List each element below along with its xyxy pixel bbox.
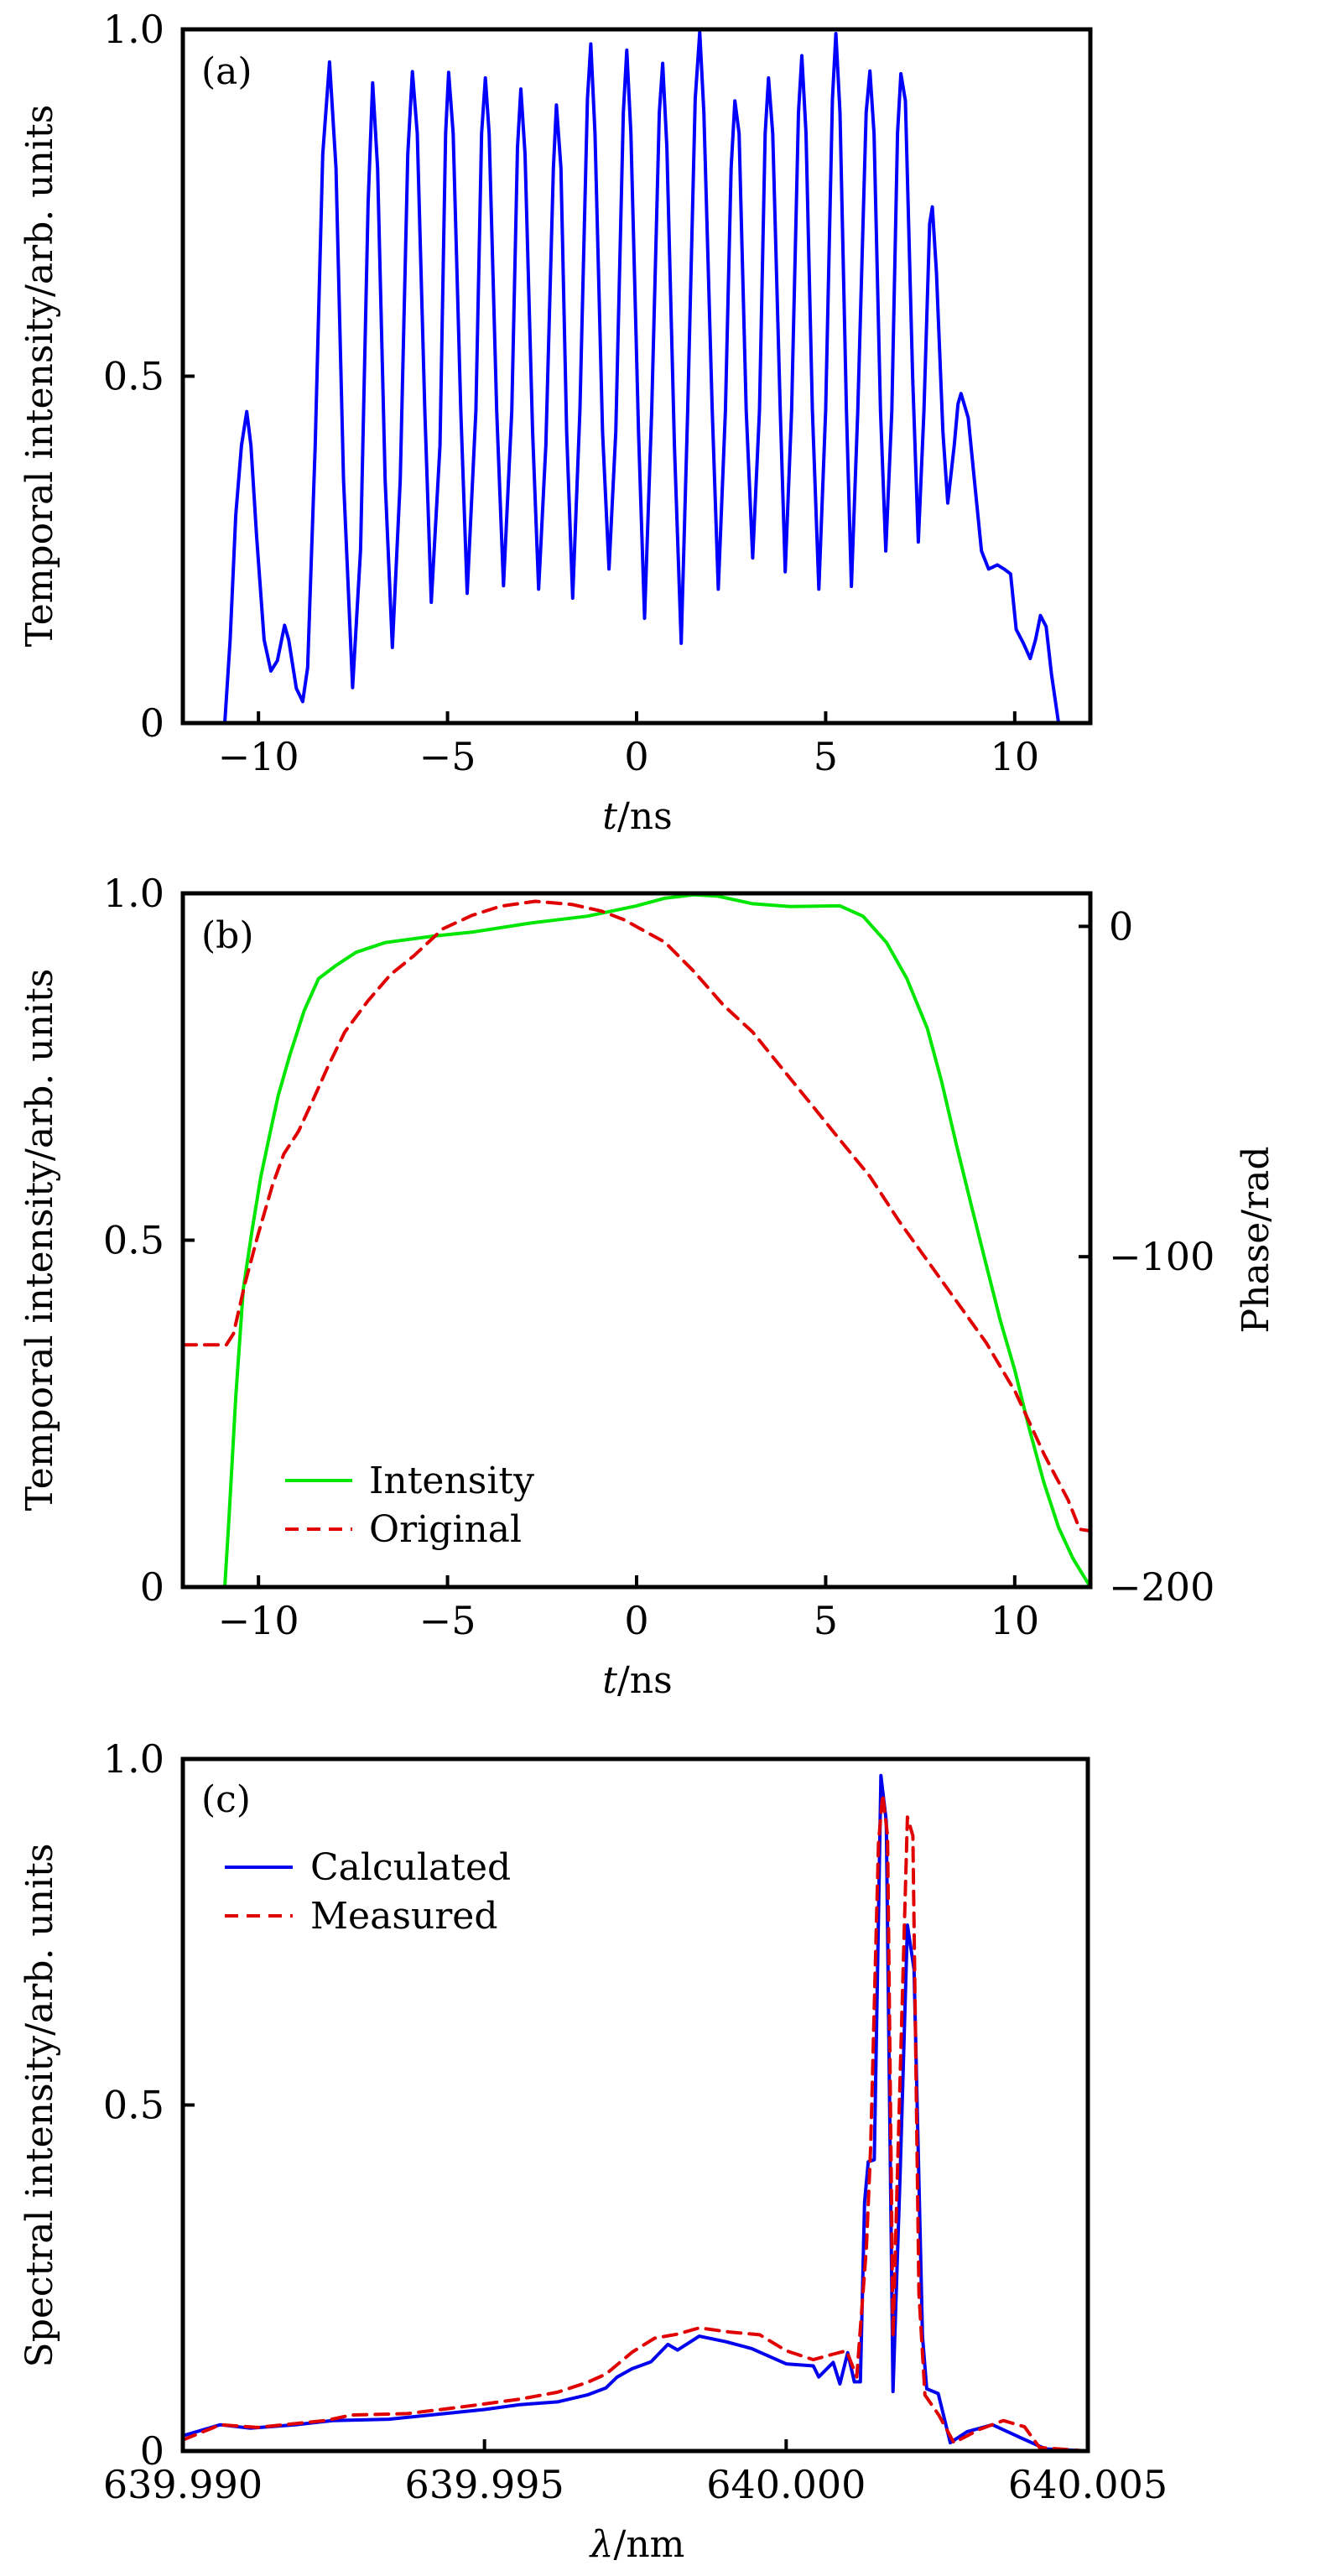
panel-a-label: (a) — [201, 50, 252, 93]
panel-a-y-axis-label: Temporal intensity/arb. units — [18, 105, 61, 648]
panel-c-label: (c) — [201, 1778, 251, 1821]
legend-intensity-label: Intensity — [369, 1460, 534, 1502]
panel-c-y-tick-label: 0.5 — [103, 2083, 164, 2128]
panel-b-ticks: −10 −5 0 5 10 0 0.5 1.0 0 −100 −200 — [103, 871, 1215, 1643]
panel-b-x-tick-label: −5 — [419, 1598, 476, 1643]
panel-a-x-axis-label-unit: /ns — [617, 795, 673, 838]
panel-c-x-axis-label-var: λ — [589, 2523, 614, 2566]
panel-b-x-tick-label: 10 — [991, 1598, 1040, 1643]
panel-c-y-tick-label: 1.0 — [103, 1736, 164, 1782]
panel-b-label: (b) — [201, 914, 254, 957]
legend-measured-label: Measured — [310, 1895, 497, 1938]
panel-a-series-layer — [181, 30, 1092, 725]
panel-c-x-tick-label: 640.000 — [706, 2462, 866, 2507]
panel-b-x-axis-label-var: t — [602, 1659, 617, 1702]
panel-c-legend: Calculated Measured — [225, 1846, 511, 1938]
panel-c-x-axis-label: λ/nm — [589, 2523, 685, 2566]
panel-b: −10 −5 0 5 10 0 0.5 1.0 0 −100 −200 (b) Temporal i… — [18, 871, 1277, 1702]
panel-a-y-tick-label: 0.5 — [103, 354, 164, 399]
panel-b-y-tick-label: 0 — [140, 1564, 164, 1610]
panel-b-y-tick-label: 1.0 — [103, 871, 164, 916]
panel-b-x-tick-label: 0 — [624, 1598, 648, 1643]
panel-c-y-axis-label: Spectral intensity/arb. units — [18, 1844, 61, 2368]
panel-b-series-intensity — [181, 892, 1092, 1589]
panel-c-series-measured — [181, 1793, 1090, 2453]
panel-b-x-axis-label-unit: /ns — [617, 1659, 673, 1702]
panel-c-x-axis-label-unit: /nm — [614, 2523, 685, 2566]
panel-c-ticks: 639.990 639.995 640.000 640.005 0 0.5 1.0 — [103, 1736, 1168, 2507]
panel-b-y2-tick-label: −100 — [1109, 1234, 1214, 1279]
panel-c-x-tick-label: 640.005 — [1008, 2462, 1168, 2507]
legend-calculated-label: Calculated — [310, 1846, 511, 1889]
panel-a-series-temporal-intensity — [181, 30, 1092, 725]
panel-a-x-tick-label: 5 — [814, 734, 838, 779]
panel-b-x-tick-label: 5 — [814, 1598, 838, 1643]
panel-b-x-tick-label: −10 — [218, 1598, 299, 1643]
panel-c-y-tick-label: 0 — [140, 2428, 164, 2474]
panel-a-y-tick-label: 0 — [140, 700, 164, 746]
panel-a-ticks: −10 −5 0 5 10 0 0.5 1.0 — [103, 7, 1039, 779]
panel-a-x-tick-label: 0 — [624, 734, 648, 779]
panel-a-y-tick-label: 1.0 — [103, 7, 164, 52]
panel-b-legend: Intensity Original — [285, 1460, 534, 1551]
panel-b-series-original — [181, 899, 1092, 1533]
panel-b-y-axis-label: Temporal intensity/arb. units — [18, 969, 61, 1512]
panel-b-series-layer — [181, 892, 1092, 1589]
legend-original-label: Original — [369, 1508, 522, 1551]
panel-b-x-axis-label: t/ns — [602, 1659, 672, 1702]
panel-c-x-tick-label: 639.995 — [405, 2462, 564, 2507]
panel-a-x-tick-label: 10 — [991, 734, 1040, 779]
panel-b-y2-axis-label: Phase/rad — [1235, 1146, 1277, 1333]
panel-c-series-layer — [181, 1773, 1090, 2453]
panel-a-x-axis-label: t/ns — [602, 795, 672, 838]
panel-a-x-tick-label: −10 — [218, 734, 299, 779]
panel-c-x-tick-label: 639.990 — [103, 2462, 263, 2507]
panel-b-y-tick-label: 0.5 — [103, 1218, 164, 1263]
panel-a: −10 −5 0 5 10 0 0.5 1.0 (a) Temporal intensity/… — [18, 7, 1093, 838]
panel-b-y2-tick-label: 0 — [1109, 903, 1133, 949]
panel-b-y2-tick-label: −200 — [1109, 1564, 1214, 1610]
panel-a-x-axis-label-var: t — [602, 795, 617, 838]
panel-a-x-tick-label: −5 — [419, 734, 476, 779]
